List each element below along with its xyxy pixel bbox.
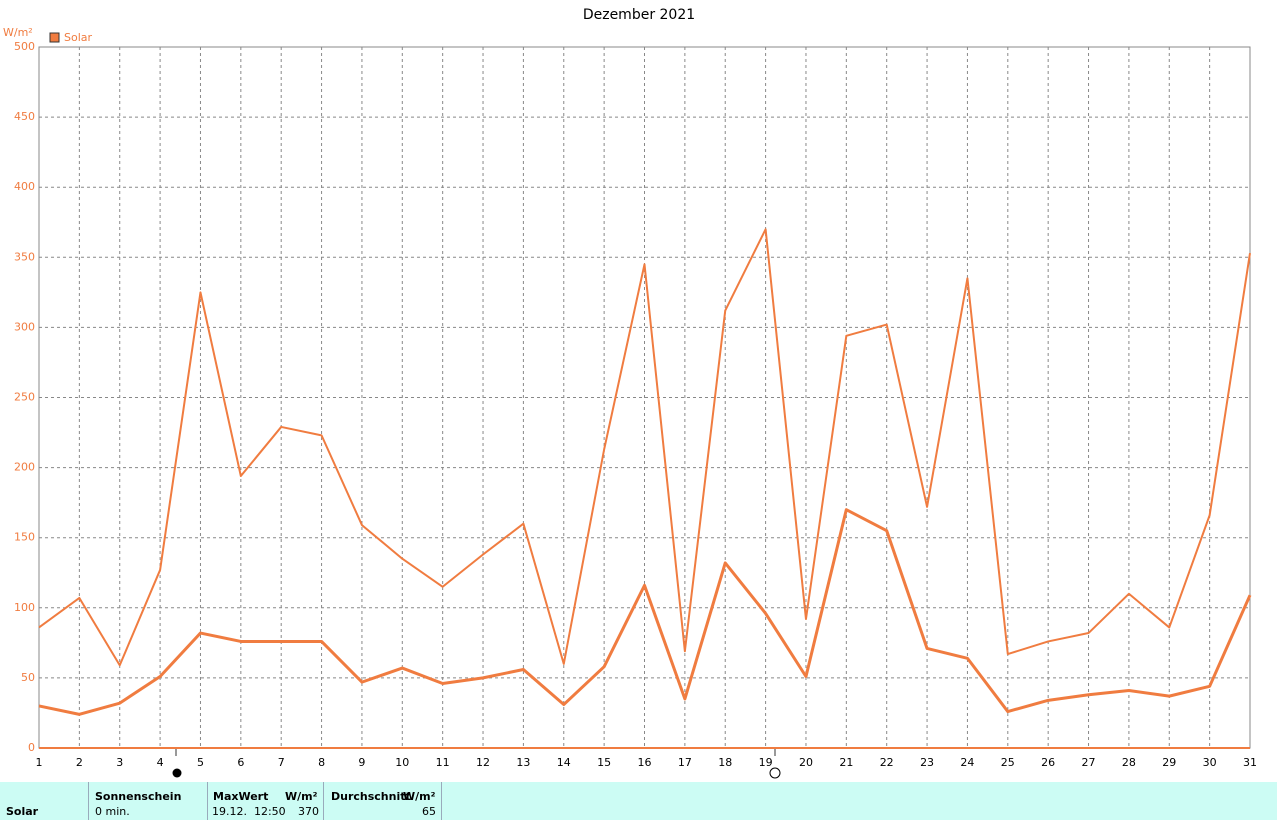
- x-tick-label: 28: [1122, 756, 1136, 769]
- series-line: [38, 228, 1251, 667]
- x-tick-label: 7: [278, 756, 285, 769]
- x-tick-label: 16: [638, 756, 652, 769]
- x-tick-label: 8: [318, 756, 325, 769]
- y-tick-label: 350: [14, 250, 35, 263]
- y-tick-label: 150: [14, 531, 35, 544]
- x-tick-label: 1: [36, 756, 43, 769]
- x-tick-label: 23: [920, 756, 934, 769]
- x-tick-label: 29: [1162, 756, 1176, 769]
- x-tick-label: 9: [358, 756, 365, 769]
- x-tick-label: 26: [1041, 756, 1055, 769]
- series-line: [38, 508, 1252, 716]
- y-tick-label: 200: [14, 461, 35, 474]
- x-tick-label: 21: [839, 756, 853, 769]
- y-tick-label: 100: [14, 601, 35, 614]
- legend-label: Solar: [64, 31, 93, 44]
- col-title: Sonnenschein: [95, 790, 182, 803]
- x-tick-label: 14: [557, 756, 571, 769]
- separator: [207, 782, 208, 820]
- y-tick-label: 0: [28, 741, 35, 754]
- y-tick-label: 300: [14, 320, 35, 333]
- x-tick-label: 5: [197, 756, 204, 769]
- cell: 370: [298, 805, 319, 818]
- cell: 0 min.: [95, 805, 130, 818]
- cell: 19.12. 12:50: [212, 805, 286, 818]
- x-tick-label: 2: [76, 756, 83, 769]
- x-tick-label: 30: [1203, 756, 1217, 769]
- separator: [441, 782, 442, 820]
- x-tick-label: 22: [880, 756, 894, 769]
- x-tick-label: 18: [718, 756, 732, 769]
- legend-swatch: [49, 32, 60, 43]
- x-tick-label: 11: [436, 756, 450, 769]
- y-axis-unit: W/m²: [3, 26, 33, 39]
- cell: 65: [422, 805, 436, 818]
- chart-title: Dezember 2021: [583, 7, 695, 23]
- y-tick-label: 400: [14, 180, 35, 193]
- y-tick-label: 250: [14, 391, 35, 404]
- col-unit: W/m²: [285, 790, 318, 803]
- x-tick-label: 13: [516, 756, 530, 769]
- x-tick-label: 24: [960, 756, 974, 769]
- x-tick-label: 25: [1001, 756, 1015, 769]
- chart: Dezember 2021 W/m² Solar 050100150200250…: [3, 7, 1257, 779]
- col-title: MaxWert: [213, 790, 269, 803]
- col-title: Durchschnitt: [331, 790, 411, 803]
- x-tick-label: 3: [116, 756, 123, 769]
- x-tick-label: 27: [1082, 756, 1096, 769]
- x-tick-label: 6: [237, 756, 244, 769]
- row-label: Solar: [6, 805, 39, 818]
- x-tick-label: 20: [799, 756, 813, 769]
- y-tick-label: 450: [14, 110, 35, 123]
- x-tick-label: 31: [1243, 756, 1257, 769]
- new-moon-icon: [172, 768, 182, 778]
- separator: [88, 782, 89, 820]
- separator: [323, 782, 324, 820]
- x-tick-label: 12: [476, 756, 490, 769]
- x-tick-label: 15: [597, 756, 611, 769]
- x-tick-label: 4: [157, 756, 164, 769]
- full-moon-icon: [769, 767, 781, 779]
- col-unit: W/m²: [403, 790, 436, 803]
- y-tick-label: 500: [14, 40, 35, 53]
- x-tick-label: 17: [678, 756, 692, 769]
- x-tick-label: 19: [759, 756, 773, 769]
- y-tick-label: 50: [21, 671, 35, 684]
- x-tick-label: 10: [395, 756, 409, 769]
- summary-table: Solar Sonnenschein 0 min. MaxWert W/m² 1…: [0, 782, 1277, 820]
